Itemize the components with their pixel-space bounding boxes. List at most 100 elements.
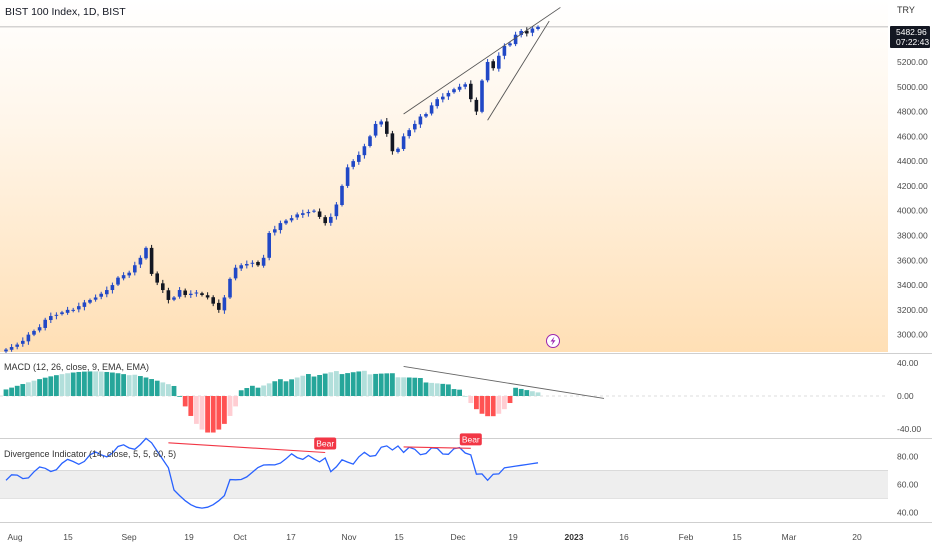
price-tick-label: 4200.00 bbox=[897, 181, 928, 191]
candle-body bbox=[144, 247, 148, 259]
candle-body bbox=[469, 83, 473, 100]
macd-bar bbox=[535, 392, 541, 396]
macd-bar bbox=[205, 396, 210, 433]
candle-body bbox=[261, 257, 266, 266]
macd-bar bbox=[289, 379, 294, 396]
macd-title: MACD (12, 26, close, 9, EMA, EMA) bbox=[4, 362, 149, 372]
currency-label: TRY bbox=[897, 5, 915, 15]
candle-body bbox=[222, 297, 227, 311]
macd-bar bbox=[9, 387, 14, 396]
macd-bar bbox=[434, 383, 440, 396]
macd-bar bbox=[496, 396, 502, 414]
candle-body bbox=[435, 99, 439, 107]
candle-body bbox=[457, 86, 462, 90]
divergence-tick-label: 60.00 bbox=[897, 479, 919, 489]
macd-bar bbox=[429, 382, 434, 396]
candle-body bbox=[329, 216, 333, 223]
candle-body bbox=[418, 116, 423, 125]
candle-body bbox=[121, 275, 126, 279]
macd-bar bbox=[345, 373, 350, 396]
price-tick-label: 4400.00 bbox=[897, 156, 928, 166]
wedge-upper-trendline bbox=[403, 7, 561, 115]
candle-body bbox=[368, 136, 372, 147]
divergence-tick-label: 40.00 bbox=[897, 507, 919, 517]
divergence-line bbox=[5, 437, 539, 509]
divergence-tick-label: 80.00 bbox=[897, 452, 919, 462]
time-tick-label: 19 bbox=[184, 532, 194, 542]
macd-bar bbox=[222, 396, 227, 424]
macd-bar bbox=[485, 396, 490, 417]
macd-bar bbox=[132, 374, 138, 396]
macd-bar bbox=[266, 383, 272, 396]
macd-bar bbox=[160, 382, 166, 396]
time-tick-label: 16 bbox=[619, 532, 629, 542]
time-tick-label: 20 bbox=[852, 532, 862, 542]
price-tick-label: 5200.00 bbox=[897, 57, 928, 67]
candle-body bbox=[60, 312, 64, 315]
macd-bar bbox=[76, 371, 82, 396]
macd-bar bbox=[143, 377, 149, 396]
candle-body bbox=[110, 285, 115, 291]
macd-bar bbox=[390, 373, 395, 396]
time-tick-label: 17 bbox=[286, 532, 296, 542]
macd-bar bbox=[518, 388, 524, 396]
macd-bar bbox=[82, 371, 87, 396]
macd-bar bbox=[3, 389, 9, 396]
candle-body bbox=[43, 319, 47, 328]
macd-bar bbox=[334, 371, 339, 396]
macd-bar bbox=[115, 373, 121, 396]
macd-bar bbox=[54, 375, 59, 396]
candle-body bbox=[390, 133, 395, 152]
divergence-pane: Bear Bear bbox=[0, 433, 888, 509]
macd-bar bbox=[306, 374, 311, 396]
candle-body bbox=[155, 273, 159, 283]
candle-body bbox=[345, 167, 350, 186]
macd-bar bbox=[401, 377, 406, 396]
candle-body bbox=[239, 265, 243, 269]
candle-body bbox=[9, 347, 14, 350]
macd-bar bbox=[406, 377, 412, 396]
candle-body bbox=[250, 262, 255, 264]
time-tick-label: Dec bbox=[450, 532, 466, 542]
candle-body bbox=[362, 146, 367, 156]
price-pane-bg bbox=[0, 0, 888, 352]
price-pane bbox=[0, 7, 888, 353]
candle-body bbox=[385, 121, 389, 134]
price-tick-label: 3800.00 bbox=[897, 230, 928, 240]
last-price-value: 5482.96 bbox=[896, 27, 927, 37]
macd-bar bbox=[59, 374, 65, 396]
macd-bar bbox=[474, 396, 479, 410]
candle-body bbox=[177, 290, 182, 297]
macd-bar bbox=[418, 378, 423, 396]
candle-body bbox=[172, 297, 176, 300]
macd-trendline bbox=[403, 366, 605, 399]
candle-body bbox=[497, 55, 501, 69]
macd-bar bbox=[328, 372, 334, 396]
macd-bar bbox=[42, 377, 48, 396]
macd-bar bbox=[199, 396, 205, 430]
lightning-icon[interactable] bbox=[546, 334, 560, 348]
macd-bar bbox=[378, 373, 384, 396]
macd-bar bbox=[507, 396, 513, 404]
bear-label: Bear bbox=[462, 434, 480, 444]
candle-body bbox=[273, 229, 277, 233]
macd-bar bbox=[255, 387, 261, 396]
candle-body bbox=[289, 218, 294, 221]
macd-bar bbox=[37, 379, 42, 396]
candle-body bbox=[306, 211, 311, 214]
macd-bar bbox=[395, 377, 401, 396]
candle-body bbox=[233, 267, 238, 279]
candle-body bbox=[93, 297, 98, 300]
candle-body bbox=[407, 130, 411, 137]
time-tick-label: 15 bbox=[732, 532, 742, 542]
candle-body bbox=[105, 290, 109, 295]
candle-body bbox=[37, 327, 42, 331]
candle-body bbox=[245, 264, 249, 266]
bear-divergence-line bbox=[403, 446, 471, 449]
macd-pane bbox=[0, 366, 888, 433]
candle-body bbox=[373, 123, 378, 136]
price-tick-label: 5000.00 bbox=[897, 82, 928, 92]
macd-bar bbox=[216, 396, 222, 430]
candle-body bbox=[49, 316, 53, 321]
